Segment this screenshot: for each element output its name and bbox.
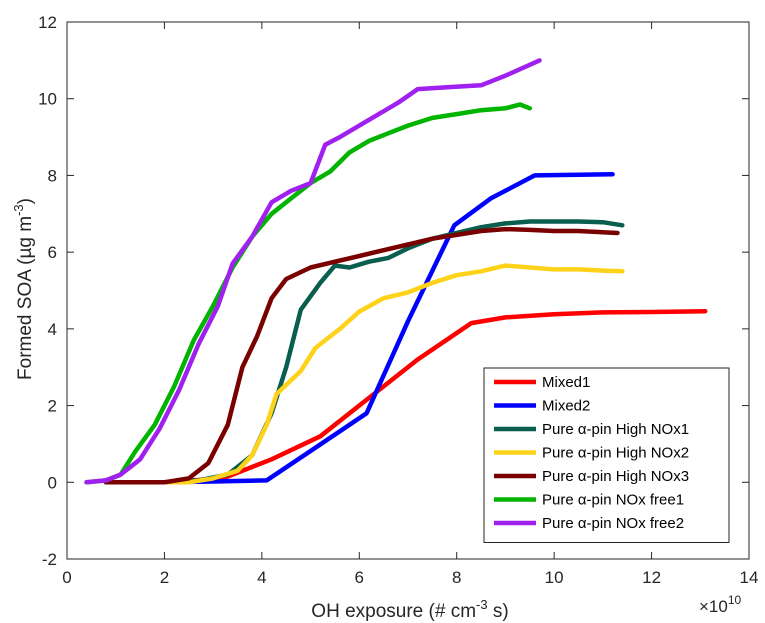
series-lines (84, 58, 708, 485)
x-tick-label: 6 (355, 568, 364, 587)
y-tick-label: 8 (48, 166, 57, 185)
x-tick-label: 8 (452, 568, 461, 587)
y-tick-label: 2 (48, 397, 57, 416)
x-tick-label: 4 (257, 568, 266, 587)
legend: Mixed1 Mixed2 Pure α-pin High NOx1 Pure α-p… (483, 367, 730, 543)
y-tick-label: 12 (38, 13, 57, 32)
axes (66, 21, 750, 560)
y-tick-label: 4 (48, 320, 57, 339)
axes-box (66, 21, 750, 560)
legend-label-4: Pure α-pin High NOx2 (542, 445, 689, 462)
x-tick-label: 14 (740, 568, 759, 587)
series-line-1 (103, 308, 708, 485)
x-tick-label: 2 (160, 568, 169, 587)
y-tick-label: 6 (48, 243, 57, 262)
series-line-5 (103, 226, 620, 485)
legend-label-7: Pure α-pin NOx free2 (542, 515, 684, 532)
legend-label-3: Pure α-pin High NOx1 (542, 421, 689, 438)
x-tick-label: 10 (545, 568, 564, 587)
series-line-6 (84, 102, 533, 485)
x-axis-multiplier: ×1010 (699, 593, 742, 616)
y-tick-label: 0 (48, 473, 57, 492)
y-axis-label: Formed SOA (µg m-3) (11, 198, 36, 380)
tick-labels: 0 2 4 6 8 10 12 14 -2 0 2 4 6 8 10 12 (38, 13, 758, 587)
x-tick-label: 12 (642, 568, 661, 587)
legend-label-5: Pure α-pin High NOx3 (542, 468, 689, 485)
legend-label-6: Pure α-pin NOx free1 (542, 492, 684, 509)
x-tick-label: 0 (62, 568, 71, 587)
x-axis-label: OH exposure (# cm-3 s) (311, 597, 508, 622)
legend-box (483, 367, 730, 543)
y-tick-label: 10 (38, 90, 57, 109)
legend-label-2: Mixed2 (542, 398, 590, 415)
series-line-7 (84, 58, 542, 485)
series-line-4 (152, 263, 625, 485)
legend-label-1: Mixed1 (542, 374, 590, 391)
y-tick-label: -2 (42, 550, 57, 569)
